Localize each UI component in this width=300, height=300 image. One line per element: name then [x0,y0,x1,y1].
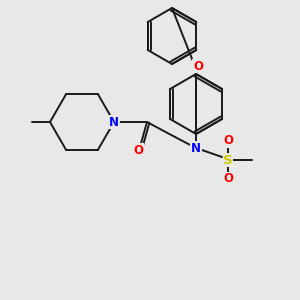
Text: S: S [223,154,233,166]
Text: O: O [193,59,203,73]
Text: O: O [133,143,143,157]
Text: O: O [223,172,233,185]
Text: N: N [191,142,201,154]
Text: O: O [223,134,233,148]
Text: N: N [109,116,119,128]
